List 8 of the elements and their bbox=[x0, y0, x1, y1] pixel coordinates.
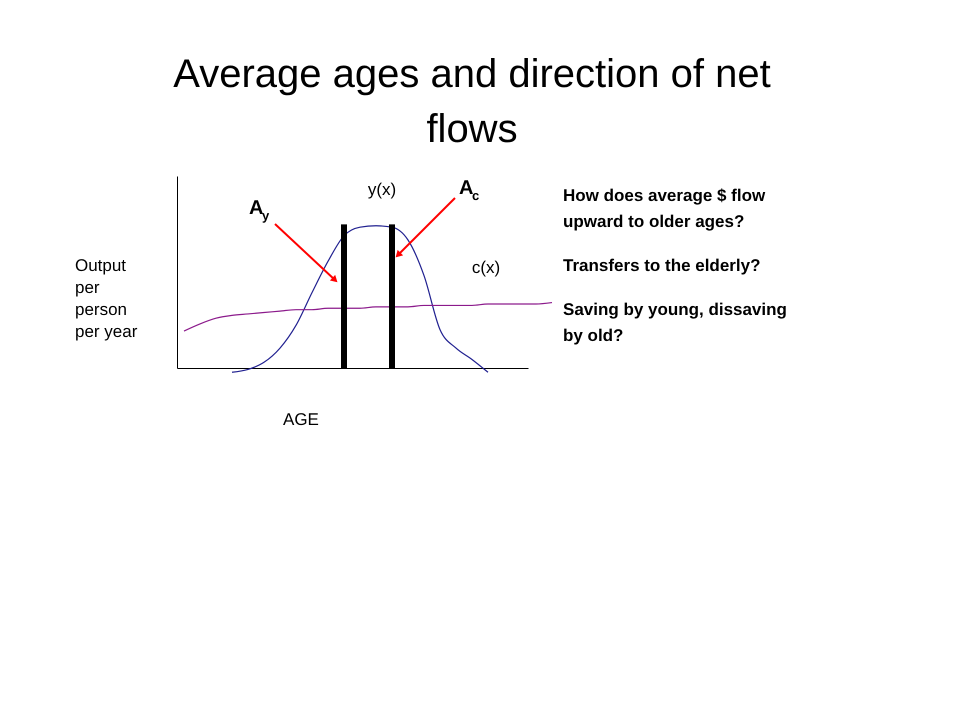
chart-title: Average ages and direction of net flows bbox=[173, 52, 771, 151]
series-label: c(x) bbox=[472, 258, 500, 277]
series-label: y(x) bbox=[368, 180, 396, 199]
text: How does average $ flow upward to older ages? bbox=[563, 186, 766, 231]
y-axis-title: Output per person per year bbox=[75, 256, 138, 341]
x-axis-title: AGE bbox=[283, 410, 319, 429]
text: Saving by young, dissaving by old? bbox=[563, 300, 787, 345]
text: Transfers to the elderly? bbox=[563, 256, 760, 275]
